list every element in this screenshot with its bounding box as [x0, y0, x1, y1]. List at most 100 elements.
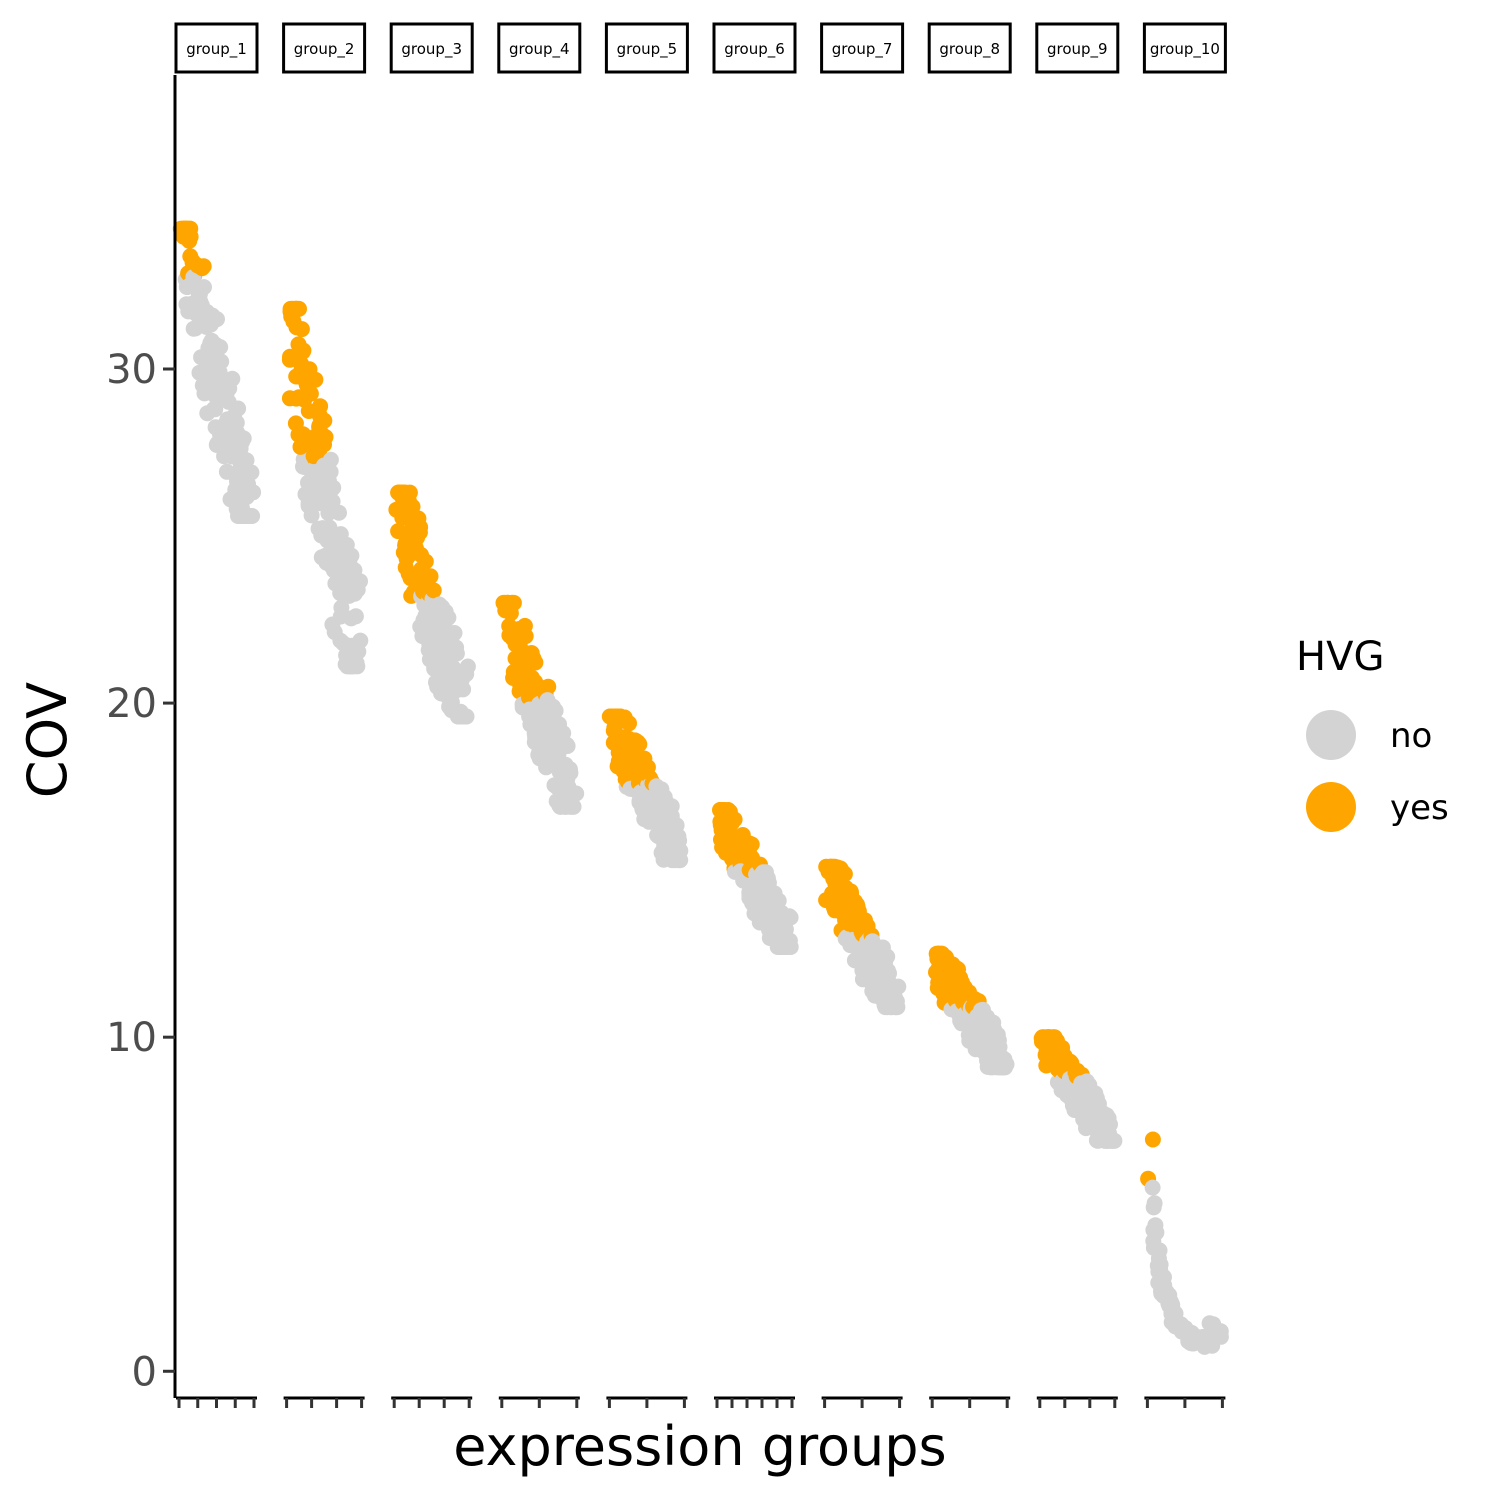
legend: HVG no yes	[1296, 634, 1449, 832]
point-yes	[409, 527, 425, 544]
point-no	[663, 798, 680, 815]
legend-label-yes: yes	[1390, 788, 1449, 828]
point-no	[232, 440, 249, 457]
legend-key-yes	[1306, 782, 1356, 832]
point-no	[303, 507, 320, 524]
strip-box	[1142, 22, 1227, 74]
point-no	[348, 655, 365, 671]
point-no	[671, 852, 688, 869]
points-group_6	[712, 802, 799, 955]
point-yes	[307, 371, 324, 388]
points-group_3	[388, 484, 476, 725]
point-yes	[743, 836, 760, 853]
axis-layer: 0 10 20 30	[106, 75, 177, 1398]
facet-group_1: group_1	[172, 22, 262, 1408]
strip-box	[497, 22, 582, 74]
point-no	[561, 761, 578, 778]
point-no	[243, 464, 260, 481]
strip-box	[389, 22, 474, 74]
point-no	[455, 681, 472, 698]
point-yes	[291, 300, 307, 317]
point-no	[212, 339, 229, 356]
point-no	[242, 508, 259, 524]
point-no	[322, 463, 339, 480]
point-no	[1090, 1095, 1107, 1112]
point-yes	[849, 899, 866, 915]
point-no	[322, 451, 339, 468]
point-no	[456, 708, 473, 725]
facet-group_9: group_9	[1033, 22, 1123, 1408]
strip-label: group_2	[294, 40, 355, 59]
point-no	[1145, 1199, 1162, 1216]
points-group_2	[281, 300, 369, 675]
point-yes	[621, 715, 637, 732]
point-no	[889, 999, 906, 1016]
y-tick-label: 10	[106, 1015, 157, 1061]
point-no	[890, 978, 907, 995]
point-yes	[182, 228, 199, 245]
point-yes	[422, 568, 439, 585]
point-no	[347, 608, 364, 625]
strip-box	[820, 22, 905, 74]
y-axis-title: COV	[16, 682, 79, 798]
strip-box	[927, 22, 1012, 74]
strip-label: group_7	[832, 40, 893, 59]
facet-group_2: group_2	[281, 22, 369, 1408]
point-yes	[1144, 1131, 1161, 1148]
strip-label: group_8	[939, 40, 1000, 59]
strip-label: group_6	[724, 40, 785, 59]
point-no	[230, 400, 247, 417]
point-no	[1106, 1132, 1123, 1149]
points-group_8	[928, 945, 1015, 1076]
point-yes	[295, 342, 312, 359]
point-no	[879, 948, 896, 965]
facet-group_4: group_4	[495, 22, 585, 1408]
legend-label-no: no	[1390, 716, 1432, 756]
strip-box	[1035, 22, 1120, 74]
point-no	[352, 632, 369, 649]
strip-label: group_3	[401, 40, 462, 59]
point-no	[325, 479, 342, 496]
facet-group_7: group_7	[818, 22, 907, 1408]
point-yes	[836, 866, 853, 882]
point-yes	[503, 594, 520, 611]
point-no	[1212, 1328, 1229, 1345]
facet-layer: group_1 group_2 group_3 group_4 group_5 group…	[172, 22, 1229, 1408]
point-yes	[311, 407, 328, 424]
point-yes	[631, 736, 648, 753]
point-yes	[317, 429, 334, 445]
legend-key-no	[1306, 710, 1356, 760]
point-no	[998, 1056, 1015, 1073]
point-no	[565, 798, 582, 815]
points-group_4	[495, 594, 585, 815]
point-no	[196, 279, 212, 296]
point-no	[568, 785, 585, 802]
facet-group_6: group_6	[712, 22, 799, 1408]
strip-box	[604, 22, 689, 74]
point-yes	[295, 426, 311, 443]
point-yes	[725, 811, 742, 828]
points-group_9	[1033, 1029, 1123, 1149]
point-yes	[517, 628, 534, 645]
strip-label: group_9	[1047, 40, 1108, 59]
point-no	[312, 492, 329, 509]
facet-group_3: group_3	[388, 22, 476, 1408]
points-group_5	[601, 708, 689, 869]
point-no	[207, 401, 224, 418]
point-no	[782, 909, 799, 926]
strip-box	[712, 22, 797, 74]
point-yes	[417, 553, 434, 570]
y-tick-label: 0	[132, 1349, 157, 1395]
point-yes	[527, 654, 544, 671]
point-no	[440, 609, 457, 626]
strip-label: group_10	[1150, 40, 1220, 59]
facet-group_8: group_8	[927, 22, 1015, 1408]
point-no	[221, 374, 238, 391]
point-no	[559, 738, 576, 754]
point-no	[1145, 1222, 1162, 1238]
point-yes	[293, 321, 310, 338]
strip-label: group_4	[509, 40, 570, 59]
point-yes	[425, 582, 442, 599]
strip-box	[174, 22, 259, 74]
